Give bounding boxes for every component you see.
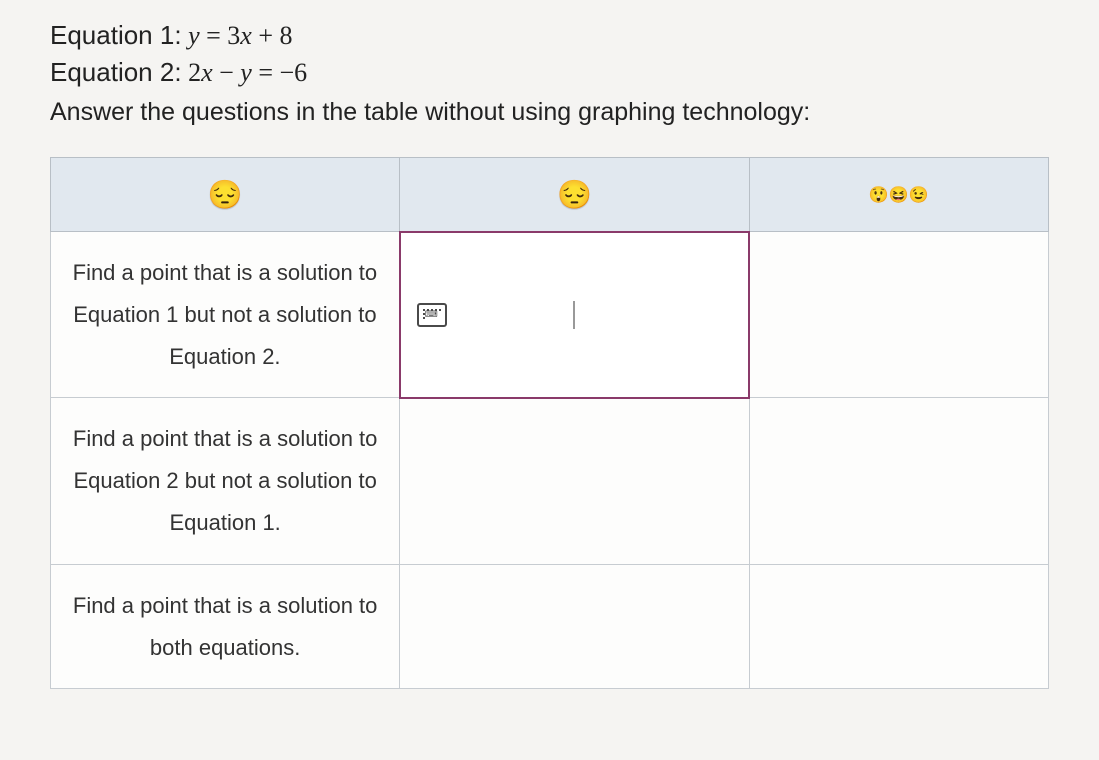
equation-2-label: Equation 2: [50,57,182,87]
equation-2-line: Equation 2: 2x − y = −6 [50,57,1049,88]
row-2-extra-cell[interactable] [749,398,1048,564]
page-container: Equation 1: y = 3x + 8 Equation 2: 2x − … [0,0,1099,689]
text-cursor [574,301,575,329]
table-row: Find a point that is a solution to Equat… [51,398,1049,564]
question-table: 😔 😔 😲😆😉 Find a point that is a solution … [50,157,1049,689]
row-3-answer-cell[interactable] [400,564,749,689]
row-3-extra-cell[interactable] [749,564,1048,689]
row-2-answer-cell[interactable] [400,398,749,564]
equation-1-line: Equation 1: y = 3x + 8 [50,20,1049,51]
sad-face-icon: 😔 [557,179,592,210]
row-3-prompt: Find a point that is a solution to both … [51,564,400,689]
row-1-answer-cell[interactable]: ⌨ [400,232,749,398]
equation-1-label: Equation 1: [50,20,182,50]
instruction-text: Answer the questions in the table withou… [50,98,1049,127]
row-2-prompt: Find a point that is a solution to Equat… [51,398,400,564]
header-col-3: 😲😆😉 [749,158,1048,232]
row-1-extra-cell[interactable] [749,232,1048,398]
equation-1-math: y = 3x + 8 [188,21,292,50]
emoji-group-icon: 😲😆😉 [869,187,929,204]
equation-2-math: 2x − y = −6 [188,58,307,87]
sad-face-icon: 😔 [208,179,243,210]
keyboard-icon[interactable]: ⌨ [417,303,447,327]
table-row: Find a point that is a solution to Equat… [51,232,1049,398]
table-row: Find a point that is a solution to both … [51,564,1049,689]
row-1-prompt: Find a point that is a solution to Equat… [51,232,400,398]
table-header-row: 😔 😔 😲😆😉 [51,158,1049,232]
header-col-1: 😔 [51,158,400,232]
answer-input-area[interactable]: ⌨ [401,233,748,397]
header-col-2: 😔 [400,158,749,232]
